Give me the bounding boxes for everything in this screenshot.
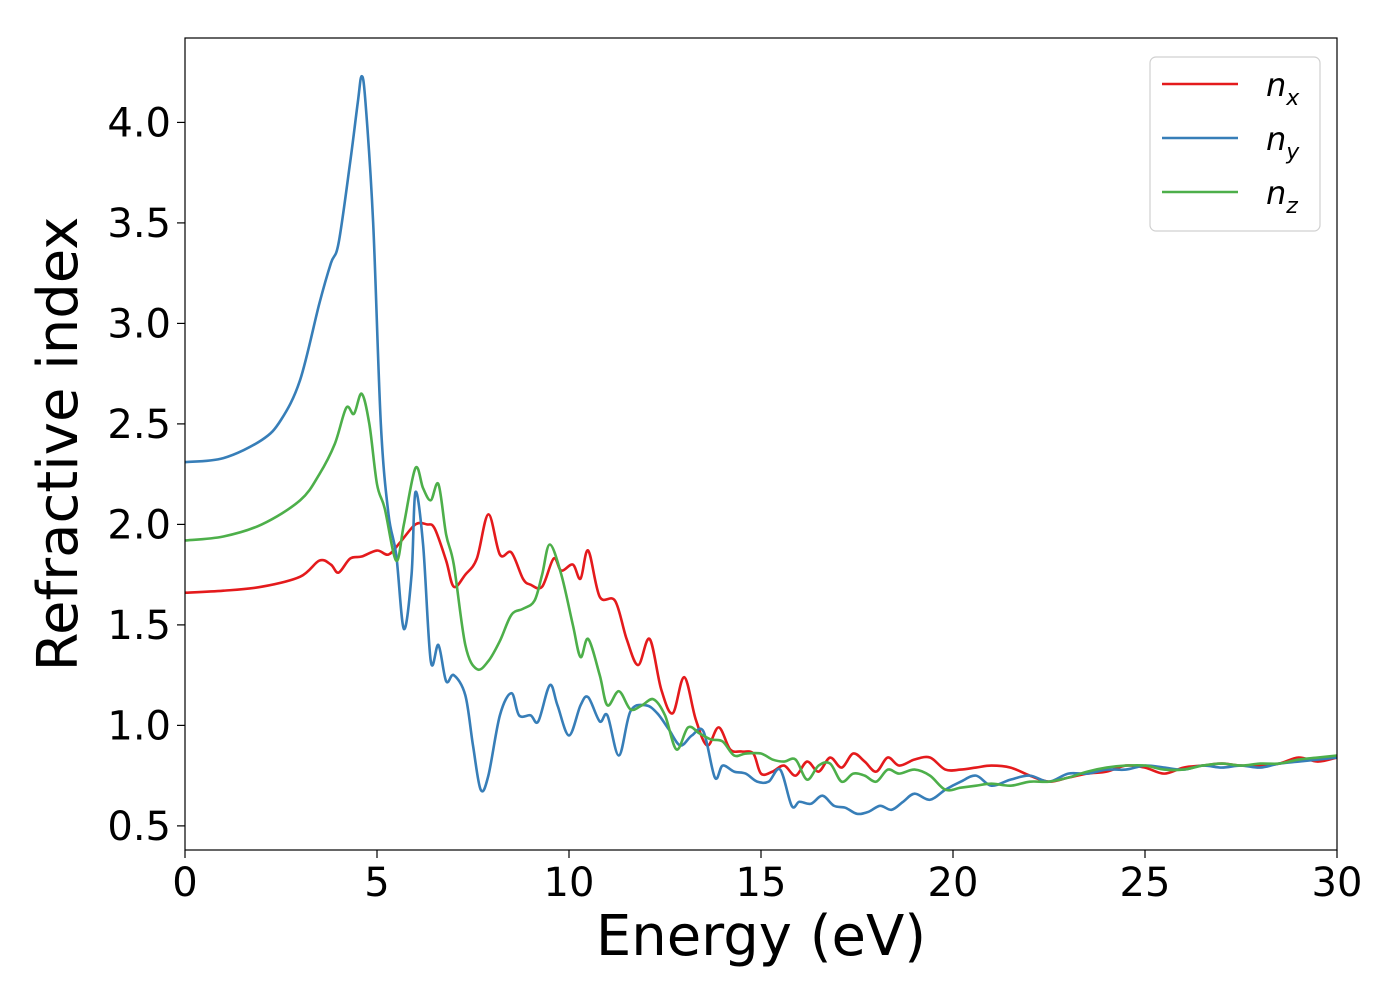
x-tick-label: 20	[928, 860, 979, 906]
x-tick-label: 10	[544, 860, 595, 906]
y-tick-label: 2.0	[107, 502, 171, 548]
x-tick-label: 0	[172, 860, 197, 906]
y-tick-label: 4.0	[107, 100, 171, 146]
y-tick-label: 2.5	[107, 402, 171, 448]
legend-box	[1149, 56, 1321, 232]
y-tick-label: 1.5	[107, 603, 171, 649]
x-tick-label: 30	[1312, 860, 1363, 906]
y-axis-title: Refractive index	[26, 217, 91, 672]
y-axis-ticks: 0.5 1.0 1.5 2.0 2.5 3.0 3.5 4.0	[107, 100, 185, 850]
x-axis-title: Energy (eV)	[596, 904, 926, 969]
y-tick-label: 0.5	[107, 804, 171, 850]
series-line-z	[185, 392, 1337, 792]
x-axis-ticks: 0 5 10 15 20 25 30	[172, 850, 1362, 906]
series-layer	[185, 74, 1337, 816]
y-tick-label: 3.5	[107, 201, 171, 247]
x-tick-label: 15	[736, 860, 787, 906]
y-tick-label: 3.0	[107, 301, 171, 347]
x-tick-label: 25	[1120, 860, 1171, 906]
series-line-x	[185, 513, 1337, 783]
x-tick-label: 5	[364, 860, 389, 906]
y-tick-label: 1.0	[107, 703, 171, 749]
